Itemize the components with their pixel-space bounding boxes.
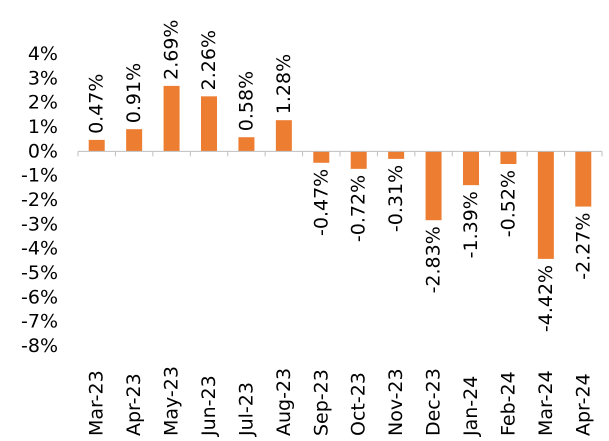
data-label: -4.42% [535,265,557,332]
y-tick-label: -8% [21,335,58,357]
x-tick-label: Nov-23 [385,368,407,436]
x-tick-label: Sep-23 [310,369,332,436]
y-tick-label: 2% [28,92,58,114]
bar-feb-24 [500,151,517,164]
y-tick-label: 3% [28,67,58,89]
y-tick-label: -3% [21,213,58,235]
data-label: -2.83% [423,226,445,293]
y-tick-label: -6% [21,286,58,308]
y-tick-label: -5% [21,262,58,284]
bar-apr-24 [575,151,592,207]
data-label: 1.28% [273,54,295,114]
data-label: -0.47% [310,169,332,236]
bar-may-23 [163,85,180,152]
x-tick-label: Oct-23 [348,372,370,436]
y-tick-label: -4% [21,238,58,260]
data-label: -2.27% [572,213,594,280]
x-axis-labels: Mar-23 Apr-23 May-23 Jun-23 Jul-23 Aug-23 Sep-… [86,366,595,437]
data-label: -0.52% [497,170,519,237]
bars-group [88,85,592,259]
x-tick-label: Jun-23 [198,375,220,437]
data-label: 0.47% [86,74,108,134]
x-tick-label: Apr-24 [572,373,594,436]
data-label: 0.91% [123,63,145,123]
bar-mar-24 [537,151,554,259]
y-tick-label: -2% [21,189,58,211]
x-tick-label: Apr-23 [123,373,145,436]
data-label: -0.72% [348,175,370,242]
y-axis: 4%3% 2%1%0% -1%-2%-3% -4%-5%-6% -7%-8% [21,43,58,357]
y-tick-label: 0% [28,140,58,162]
data-labels: 0.47% 0.91% 2.69% 2.26% 0.58% 1.28% -0.47% -0.7… [86,20,595,333]
bar-jan-24 [463,151,479,186]
bar-mar-23 [88,139,105,152]
bar-jun-23 [201,96,217,152]
bar-dec-23 [425,151,442,221]
x-tick-label: May-23 [161,366,183,436]
x-tick-label: Jul-23 [235,382,257,437]
data-label: 0.58% [235,71,257,131]
bar-nov-23 [388,151,405,159]
data-label: -0.31% [385,165,407,232]
x-tick-label: Jan-24 [460,376,482,437]
y-tick-label: 4% [28,43,58,65]
data-label: 2.26% [198,30,220,90]
x-tick-label: Aug-23 [273,368,295,436]
x-axis-tick-marks [77,151,603,157]
bar-aug-23 [275,120,292,152]
y-tick-label: -1% [21,165,58,187]
y-tick-label: -7% [21,311,58,333]
x-tick-label: Mar-23 [86,370,108,436]
x-tick-label: Mar-24 [535,370,557,436]
x-tick-label: Dec-23 [423,368,445,436]
data-label: -1.39% [460,191,482,258]
data-label: 2.69% [161,20,183,80]
bar-apr-23 [126,129,143,152]
x-tick-label: Feb-24 [497,371,519,436]
bar-oct-23 [350,151,367,169]
y-tick-label: 1% [28,116,58,138]
bar-sep-23 [313,151,330,163]
bar-jul-23 [238,137,255,152]
